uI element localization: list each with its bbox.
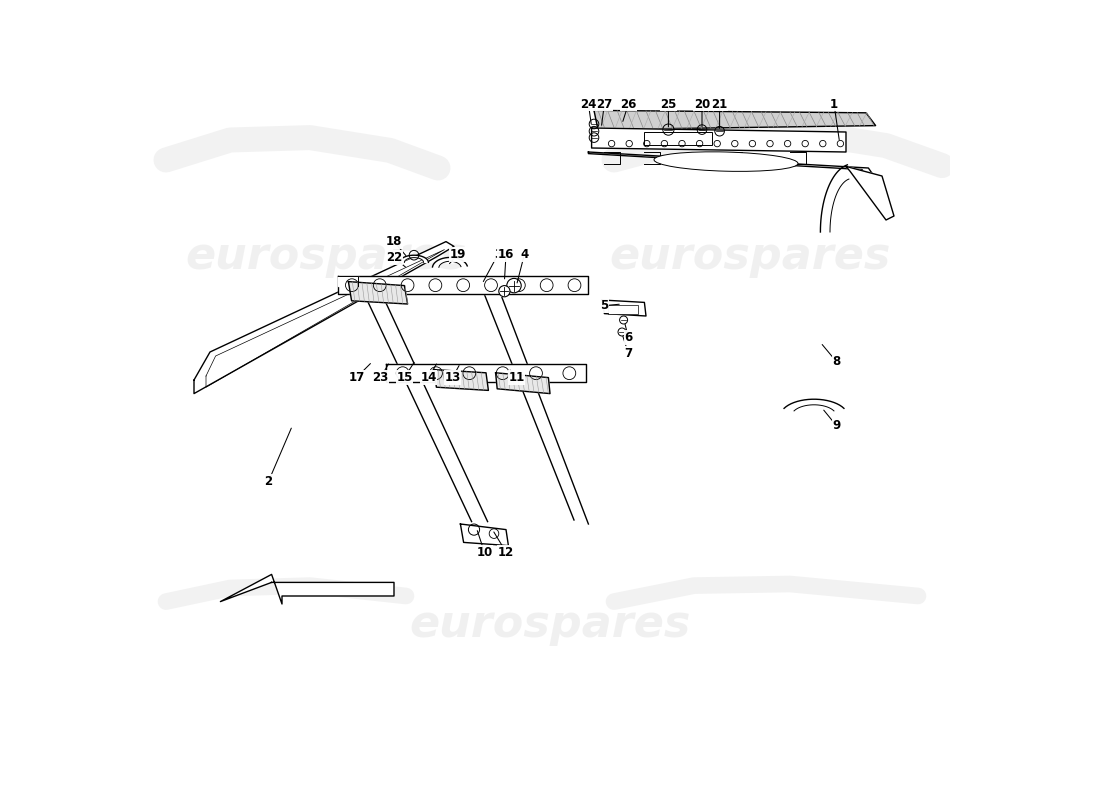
Bar — [607, 305, 638, 314]
Text: 17: 17 — [349, 371, 364, 384]
Polygon shape — [592, 128, 846, 152]
Text: 14: 14 — [420, 371, 437, 384]
Text: 24: 24 — [580, 98, 596, 110]
Polygon shape — [602, 300, 646, 316]
Text: 19: 19 — [450, 248, 466, 261]
Polygon shape — [434, 370, 488, 390]
Text: 4: 4 — [520, 248, 528, 261]
Polygon shape — [338, 276, 358, 286]
Text: 2: 2 — [264, 475, 273, 488]
Polygon shape — [461, 524, 508, 546]
Text: 23: 23 — [372, 371, 388, 384]
Text: 3: 3 — [494, 248, 502, 261]
Text: 7: 7 — [625, 347, 632, 360]
Polygon shape — [220, 574, 394, 604]
Text: 12: 12 — [498, 546, 514, 558]
Polygon shape — [846, 166, 894, 220]
Ellipse shape — [654, 152, 798, 171]
Circle shape — [507, 278, 521, 293]
Polygon shape — [194, 242, 454, 394]
Circle shape — [498, 286, 510, 297]
Text: 11: 11 — [508, 371, 525, 384]
Text: 21: 21 — [712, 98, 728, 110]
Polygon shape — [594, 110, 876, 130]
Polygon shape — [496, 373, 550, 394]
Polygon shape — [588, 152, 886, 198]
Polygon shape — [784, 399, 844, 411]
Polygon shape — [432, 258, 468, 267]
Text: 22: 22 — [386, 251, 403, 264]
Text: 25: 25 — [660, 98, 676, 110]
Text: 26: 26 — [620, 98, 637, 110]
Polygon shape — [821, 165, 849, 232]
Text: 1: 1 — [829, 98, 838, 110]
Text: eurospares: eurospares — [609, 234, 891, 278]
Text: eurospares: eurospares — [409, 602, 691, 646]
Polygon shape — [349, 282, 408, 304]
Polygon shape — [338, 276, 588, 294]
Text: eurospares: eurospares — [185, 234, 466, 278]
Text: 6: 6 — [625, 331, 632, 344]
Polygon shape — [399, 255, 428, 262]
Text: 27: 27 — [596, 98, 613, 110]
Text: 9: 9 — [833, 419, 840, 432]
Text: 8: 8 — [833, 355, 840, 368]
Text: 18: 18 — [386, 235, 403, 248]
Text: 5: 5 — [601, 299, 608, 312]
Text: 13: 13 — [444, 371, 461, 384]
Text: 20: 20 — [694, 98, 711, 110]
Polygon shape — [386, 364, 586, 382]
Bar — [645, 132, 713, 145]
Text: 10: 10 — [476, 546, 493, 558]
Text: 16: 16 — [498, 248, 514, 261]
Text: 15: 15 — [396, 371, 412, 384]
